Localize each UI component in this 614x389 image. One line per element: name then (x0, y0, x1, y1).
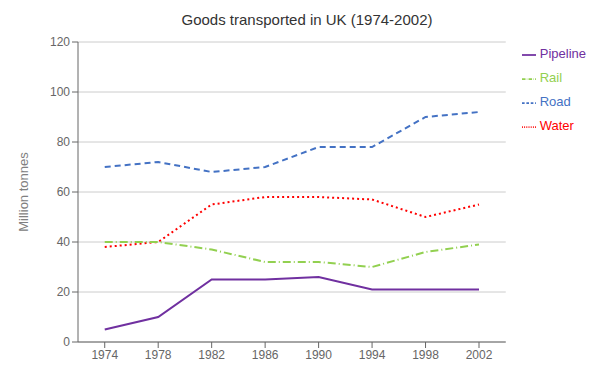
svg-text:100: 100 (50, 85, 70, 99)
svg-text:1974: 1974 (91, 348, 118, 362)
svg-text:1994: 1994 (359, 348, 386, 362)
html-text:Goods transported in UK (1974-: Goods transported in UK (1974-2002) (181, 11, 433, 28)
svg-text:20: 20 (57, 285, 71, 299)
svg-text:1986: 1986 (252, 348, 279, 362)
html-text:Road: Road (539, 94, 571, 109)
html-text:Rail: Rail (539, 70, 563, 85)
svg-text:60: 60 (57, 185, 71, 199)
svg-text:0: 0 (63, 335, 70, 349)
svg-text:40: 40 (57, 235, 71, 249)
svg-text:120: 120 (50, 35, 70, 49)
html-text:Water: Water (539, 118, 574, 133)
svg-text:Million tonnes: Million tonnes (16, 152, 31, 232)
svg-text:1978: 1978 (145, 348, 172, 362)
svg-text:1990: 1990 (305, 348, 332, 362)
svg-text:1982: 1982 (198, 348, 225, 362)
svg-text:2002: 2002 (466, 348, 493, 362)
svg-text:1998: 1998 (412, 348, 439, 362)
html-text:Pipeline: Pipeline (539, 46, 586, 61)
svg-text:80: 80 (57, 135, 71, 149)
